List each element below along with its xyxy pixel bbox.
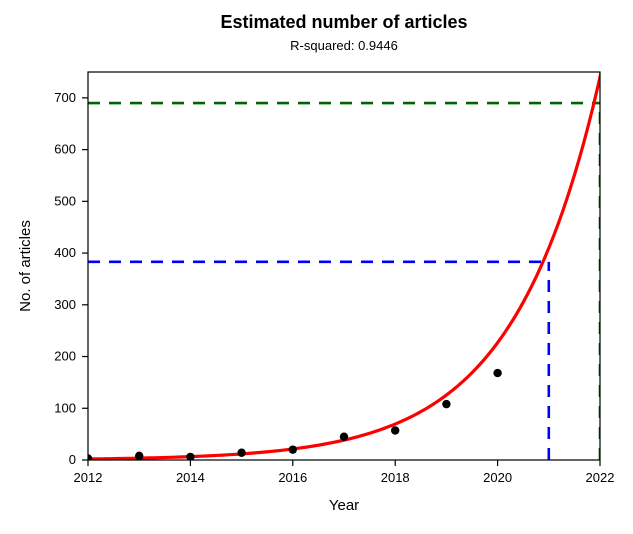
chart-svg: Estimated number of articles R-squared: 0… bbox=[0, 0, 633, 534]
y-axis-label: No. of articles bbox=[17, 220, 34, 312]
x-tick-label: 2012 bbox=[74, 470, 103, 485]
y-tick-label: 400 bbox=[54, 245, 76, 260]
x-tick-label: 2014 bbox=[176, 470, 205, 485]
data-point bbox=[289, 445, 297, 453]
chart-container: Estimated number of articles R-squared: 0… bbox=[0, 0, 633, 534]
data-point bbox=[493, 369, 501, 377]
y-tick-label: 700 bbox=[54, 90, 76, 105]
data-point bbox=[442, 400, 450, 408]
y-tick-label: 200 bbox=[54, 349, 76, 364]
data-point bbox=[340, 433, 348, 441]
y-tick-label: 500 bbox=[54, 193, 76, 208]
chart-title: Estimated number of articles bbox=[220, 12, 467, 32]
chart-subtitle: R-squared: 0.9446 bbox=[290, 38, 398, 53]
y-tick-label: 100 bbox=[54, 400, 76, 415]
x-axis-label: Year bbox=[329, 497, 359, 514]
chart-background bbox=[0, 0, 633, 534]
data-point bbox=[237, 449, 245, 457]
y-tick-label: 300 bbox=[54, 297, 76, 312]
data-point bbox=[391, 426, 399, 434]
x-tick-label: 2018 bbox=[381, 470, 410, 485]
x-tick-label: 2022 bbox=[586, 470, 615, 485]
y-tick-label: 0 bbox=[69, 452, 76, 467]
data-point bbox=[135, 452, 143, 460]
x-tick-label: 2016 bbox=[278, 470, 307, 485]
x-tick-label: 2020 bbox=[483, 470, 512, 485]
y-tick-label: 600 bbox=[54, 142, 76, 157]
